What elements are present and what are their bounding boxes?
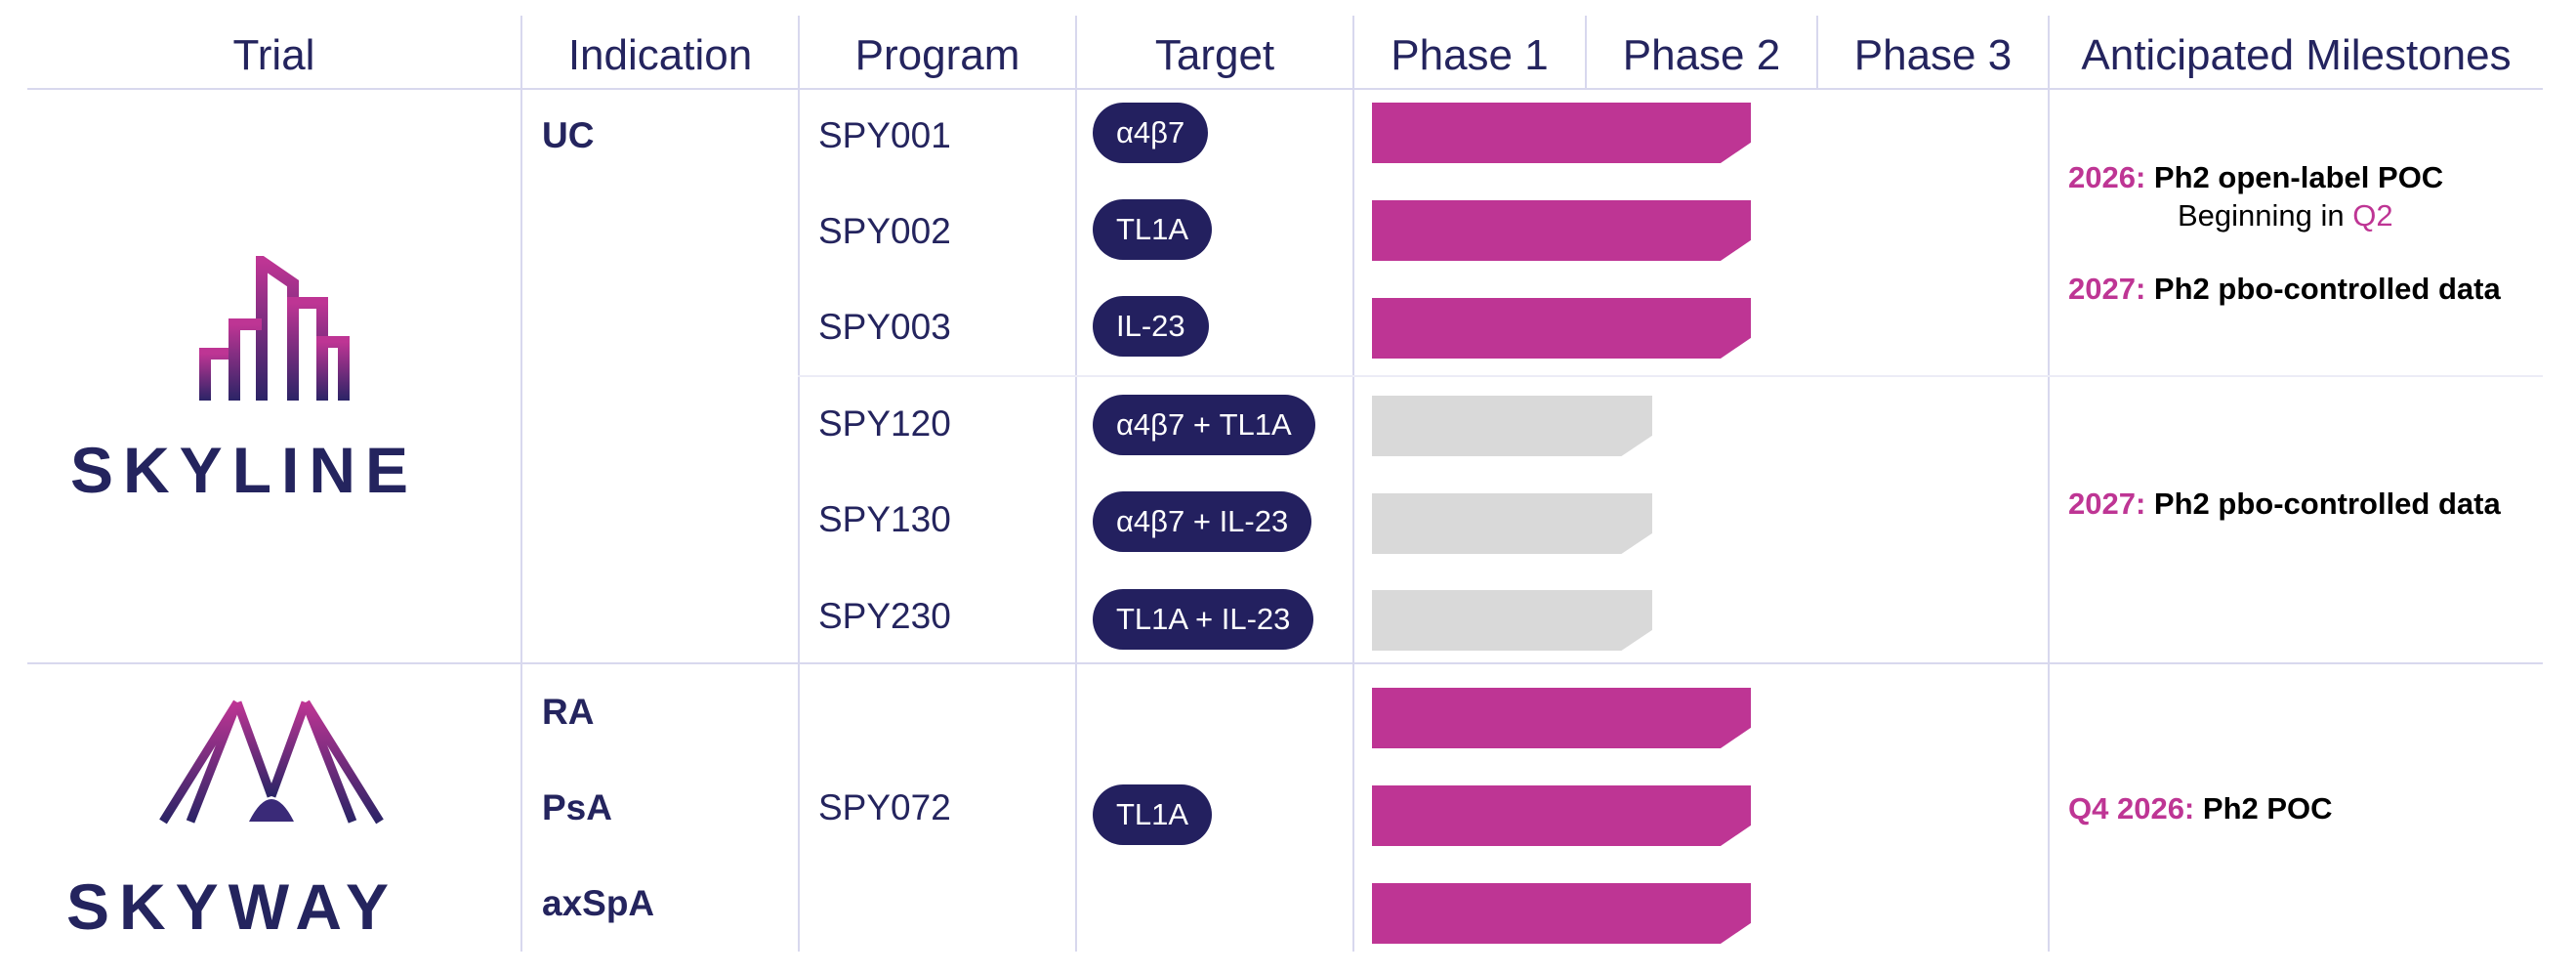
skyline-group-divider — [798, 375, 2543, 377]
program-spy120: SPY120 — [818, 403, 951, 444]
milestone-year: 2027: — [2068, 272, 2146, 306]
header-divider — [27, 88, 2543, 90]
milestone-2026-sub: Beginning in Q2 — [2178, 198, 2393, 233]
target-pill: IL-23 — [1093, 296, 1209, 357]
header-trial: Trial — [232, 31, 315, 79]
phase-bar-spy120 — [1372, 396, 1652, 456]
header-indication: Indication — [567, 31, 753, 79]
milestone-sub-quarter: Q2 — [2352, 198, 2393, 233]
target-pill: TL1A — [1093, 199, 1213, 260]
phase-bar-ra — [1372, 688, 1751, 748]
milestone-2027-b: 2027: Ph2 pbo-controlled data — [2068, 487, 2501, 522]
milestone-sub-prefix: Beginning in — [2178, 198, 2345, 233]
phase-bar-spy002 — [1372, 200, 1751, 261]
milestone-2027-a: 2027: Ph2 pbo-controlled data — [2068, 272, 2501, 307]
program-spy230: SPY230 — [818, 596, 951, 636]
program-spy001: SPY001 — [818, 115, 951, 155]
header-phase2: Phase 2 — [1622, 31, 1781, 79]
program-spy072: SPY072 — [818, 787, 951, 827]
milestone-text: Ph2 pbo-controlled data — [2153, 487, 2501, 521]
indication-psa: PsA — [542, 787, 612, 827]
header-phase3: Phase 3 — [1853, 31, 2013, 79]
phase-bar-spy130 — [1372, 493, 1652, 554]
header-target: Target — [1154, 31, 1275, 79]
divider-indication — [798, 16, 800, 952]
divider-phase3 — [2048, 16, 2050, 952]
milestone-text: Ph2 pbo-controlled data — [2153, 272, 2501, 306]
skyline-wordmark: SKYLINE — [70, 434, 419, 506]
program-spy002: SPY002 — [818, 211, 951, 251]
skyline-logo-icon — [199, 256, 350, 401]
divider-trial — [520, 16, 522, 952]
indication-uc: UC — [542, 115, 595, 155]
indication-ra: RA — [542, 692, 595, 732]
divider-program — [1075, 16, 1077, 952]
milestone-year: Q4 2026: — [2068, 791, 2195, 826]
skyway-wordmark: SKYWAY — [66, 870, 398, 943]
milestone-text: Ph2 POC — [2202, 791, 2333, 826]
target-pill: TL1A + IL-23 — [1093, 589, 1314, 650]
target-pill: α4β7 + IL-23 — [1093, 491, 1312, 552]
milestone-year: 2026: — [2068, 160, 2146, 194]
milestone-year: 2027: — [2068, 487, 2146, 521]
trial-divider — [27, 662, 2543, 664]
target-pill: α4β7 — [1093, 103, 1209, 163]
skyway-logo-icon — [144, 693, 403, 853]
program-spy003: SPY003 — [818, 307, 951, 347]
header-program: Program — [854, 31, 1020, 79]
target-pill: α4β7 + TL1A — [1093, 395, 1315, 455]
phase-bar-psa — [1372, 785, 1751, 846]
milestone-2026: 2026: Ph2 open-label POC — [2068, 160, 2443, 195]
target-pill: TL1A — [1093, 784, 1213, 845]
phase-bar-spy230 — [1372, 590, 1652, 651]
header-phase1: Phase 1 — [1391, 31, 1549, 79]
milestone-q4-2026: Q4 2026: Ph2 POC — [2068, 791, 2333, 826]
divider-phase1 — [1585, 16, 1587, 90]
phase-bar-spy001 — [1372, 103, 1751, 163]
divider-target — [1352, 16, 1354, 952]
milestone-text: Ph2 open-label POC — [2153, 160, 2444, 194]
indication-axspa: axSpA — [542, 883, 655, 923]
program-spy130: SPY130 — [818, 499, 951, 539]
divider-phase2 — [1816, 16, 1818, 90]
header-milestones: Anticipated Milestones — [2081, 31, 2512, 79]
phase-bar-axspa — [1372, 883, 1751, 944]
phase-bar-spy003 — [1372, 298, 1751, 359]
